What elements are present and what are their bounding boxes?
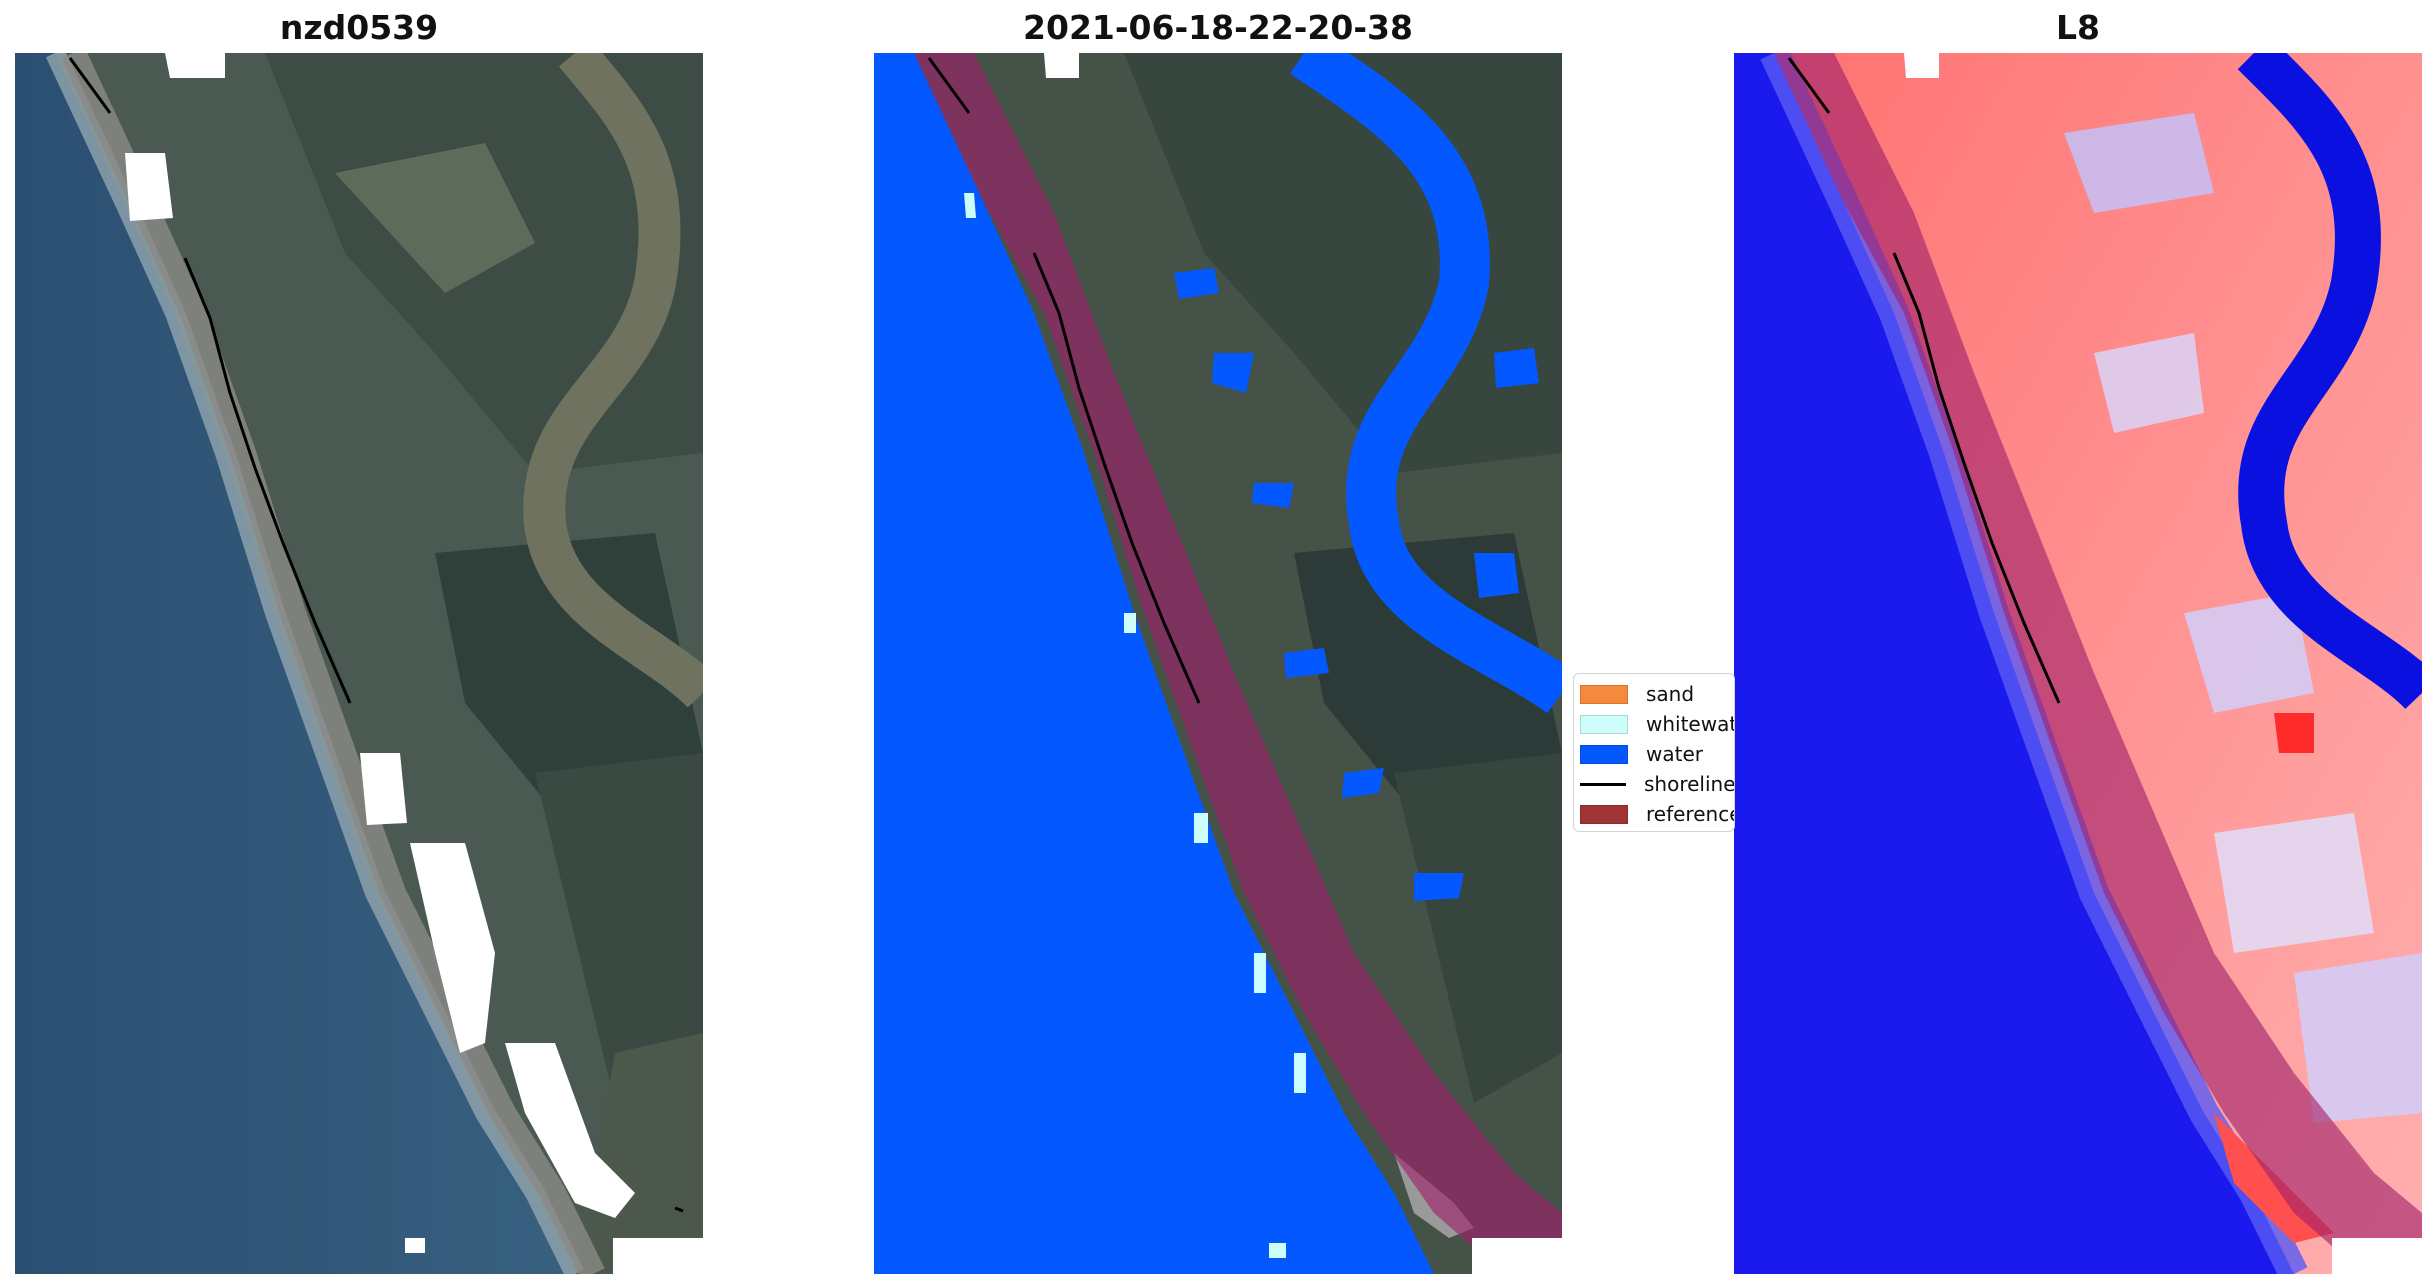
shoreline-segment — [1032, 252, 1201, 704]
legend-label: shoreline — [1644, 772, 1735, 796]
panel-title-classified: 2021-06-18-22-20-38 — [1023, 8, 1413, 47]
buffer-swatch — [1580, 804, 1628, 824]
sand-swatch — [1580, 684, 1628, 704]
reference-buffer-band — [914, 53, 1562, 1274]
water-swatch — [1580, 744, 1628, 764]
shoreline-segment — [68, 57, 112, 114]
shoreline-swatch — [1580, 782, 1626, 786]
shoreline-segment — [1787, 57, 1831, 114]
legend-item-whitewater: whitewater — [1580, 710, 1734, 738]
legend-item-sand: sand — [1580, 680, 1694, 708]
index-image — [1734, 53, 2422, 1274]
whitewater-swatch — [1580, 714, 1628, 734]
classified-image — [874, 53, 1562, 1274]
classification-panel — [874, 53, 1562, 1274]
legend-item-water: water — [1580, 740, 1703, 768]
legend-item-shoreline: shoreline — [1580, 770, 1735, 798]
shoreline-segment — [927, 57, 971, 114]
panel-title-index: L8 — [2056, 8, 2100, 47]
legend-item-reference-buffer: reference shoreline buffer — [1580, 800, 1735, 828]
reference-buffer-band — [1774, 53, 2422, 1274]
legend-label: reference shoreline buffer — [1646, 802, 1735, 826]
legend: sand whitewater water shoreline referenc… — [1573, 673, 1735, 832]
panel-title-rgb: nzd0539 — [279, 8, 439, 47]
rgb-satellite-image — [15, 53, 703, 1274]
shoreline-segment — [1892, 252, 2061, 704]
legend-label: sand — [1646, 682, 1695, 706]
legend-label: water — [1646, 742, 1703, 766]
index-panel — [1734, 53, 2422, 1274]
shoreline-segment — [183, 257, 352, 704]
rgb-satellite-panel — [15, 53, 703, 1274]
legend-label: whitewater — [1646, 712, 1734, 736]
